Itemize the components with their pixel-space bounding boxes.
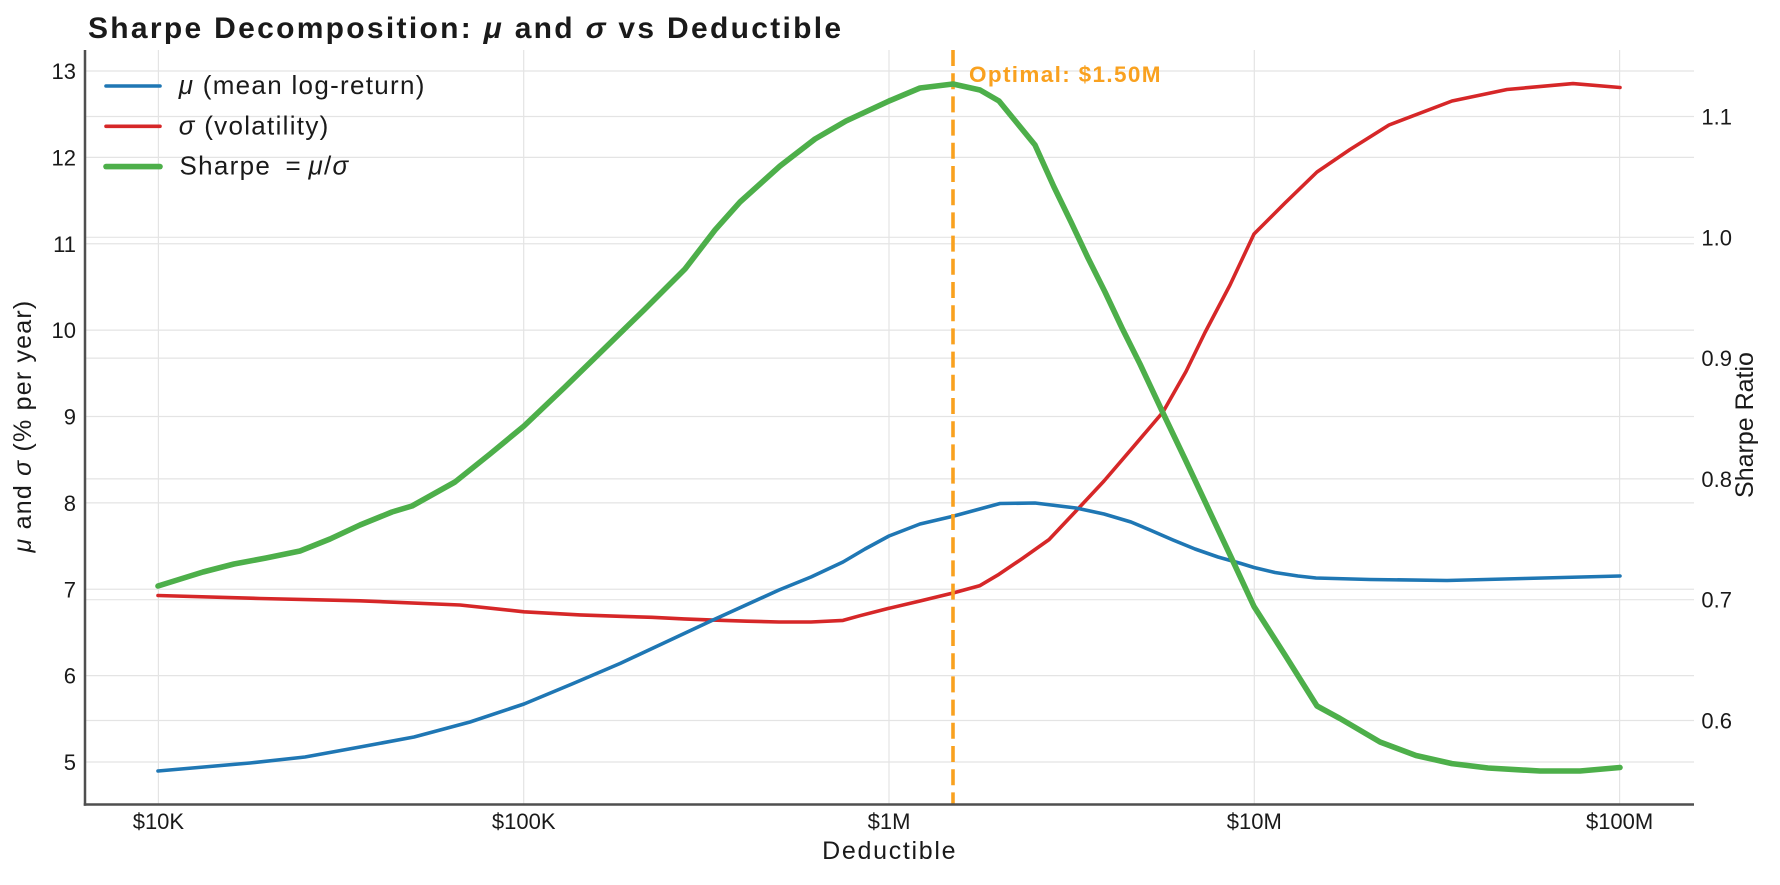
svg-text:0.7: 0.7 [1701,588,1732,613]
svg-text:1.1: 1.1 [1701,105,1732,130]
svg-text:7: 7 [64,577,76,602]
svg-text:$100K: $100K [492,809,556,834]
svg-text:μ (mean log-return): μ (mean log-return) [178,70,426,100]
svg-text:$1M: $1M [868,809,911,834]
svg-text:Sharpe = μ/σ: Sharpe = μ/σ [180,151,350,181]
svg-text:Sharpe Decomposition: μ and σ: Sharpe Decomposition: μ and σ vs Deducti… [88,12,843,45]
svg-text:13: 13 [52,59,76,84]
svg-text:1.0: 1.0 [1701,225,1732,250]
svg-text:0.6: 0.6 [1701,709,1732,734]
svg-text:6: 6 [64,664,76,689]
svg-text:σ (volatility): σ (volatility) [179,110,330,140]
svg-text:Deductible: Deductible [822,837,957,865]
svg-text:10: 10 [52,318,76,343]
svg-text:9: 9 [64,405,76,430]
svg-text:μ and σ (% per year): μ and σ (% per year) [9,300,37,554]
svg-text:Optimal: $1.50M: Optimal: $1.50M [969,62,1162,87]
svg-text:$100M: $100M [1586,809,1653,834]
svg-text:0.9: 0.9 [1701,346,1732,371]
svg-text:5: 5 [64,750,76,775]
svg-text:8: 8 [64,491,76,516]
svg-text:Sharpe Ratio: Sharpe Ratio [1731,352,1759,498]
svg-text:$10K: $10K [133,809,185,834]
svg-text:$10M: $10M [1227,809,1282,834]
svg-text:12: 12 [52,145,76,170]
svg-text:11: 11 [53,232,76,257]
svg-text:0.8: 0.8 [1701,467,1732,492]
